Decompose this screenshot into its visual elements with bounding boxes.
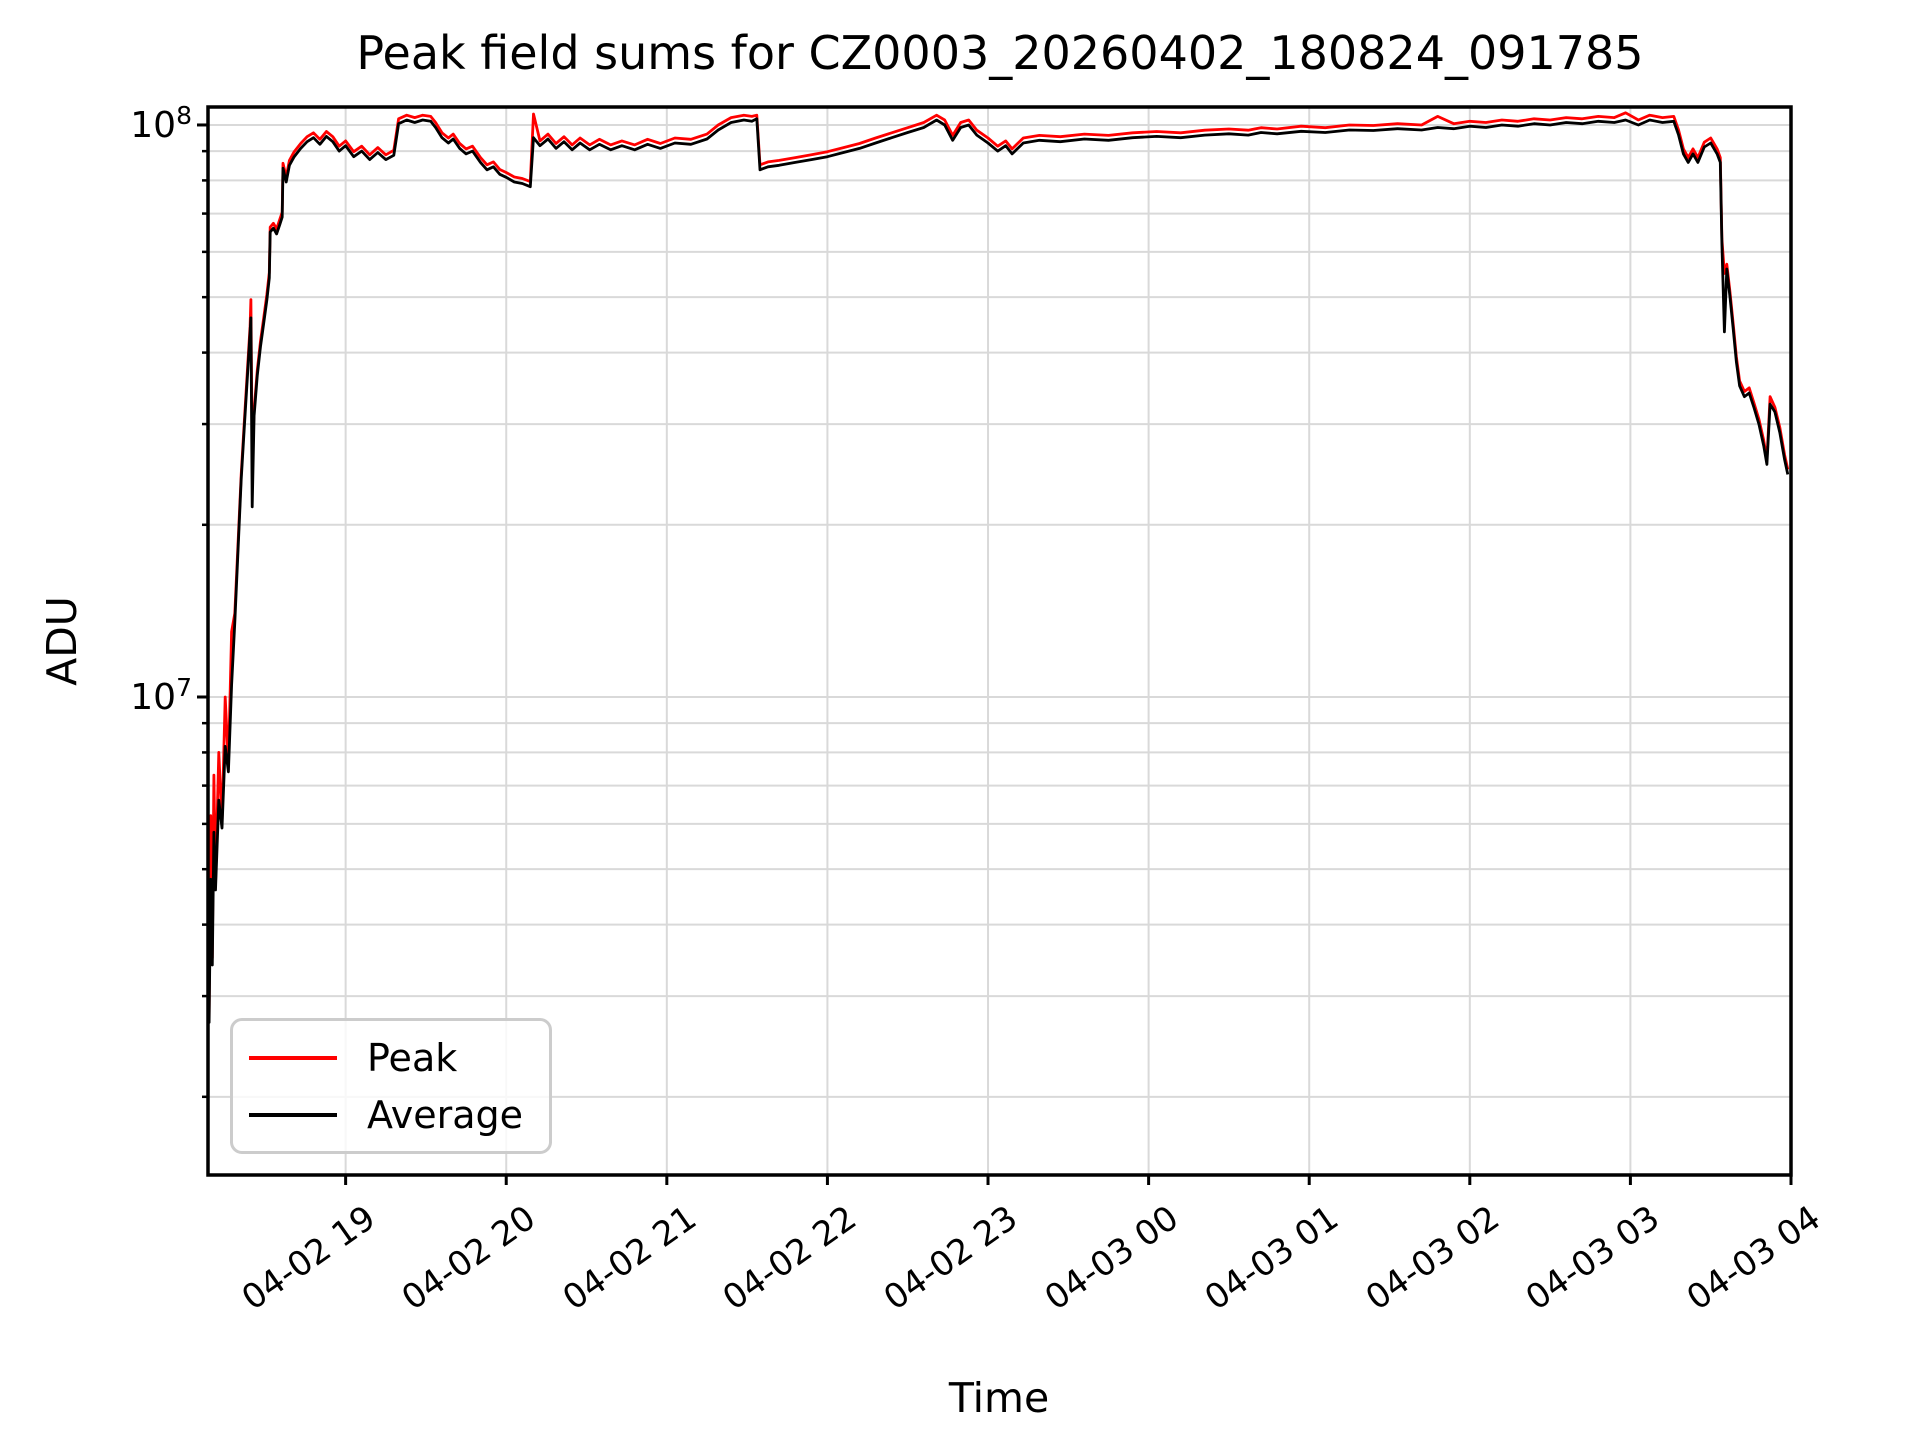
peak-line [208, 111, 1790, 1020]
y-tick-label: 107 [130, 672, 192, 718]
legend-label-peak: Peak [367, 1035, 458, 1080]
plot-spines [206, 105, 1793, 1177]
legend-label-average: Average [367, 1092, 524, 1137]
chart-title: Peak field sums for CZ0003_20260402_1808… [356, 26, 1644, 80]
average-line [208, 117, 1790, 1024]
legend-row-peak: Peak [233, 1030, 549, 1086]
peak-line-swatch [249, 1055, 337, 1060]
average-line-swatch [249, 1112, 337, 1117]
y-tick-label: 108 [130, 100, 192, 146]
legend: Peak Average [230, 1018, 552, 1154]
grid-lines [208, 107, 1792, 1175]
y-axis-label: ADU [38, 596, 86, 686]
x-axis-label: Time [948, 1374, 1050, 1422]
legend-row-average: Average [233, 1087, 549, 1143]
